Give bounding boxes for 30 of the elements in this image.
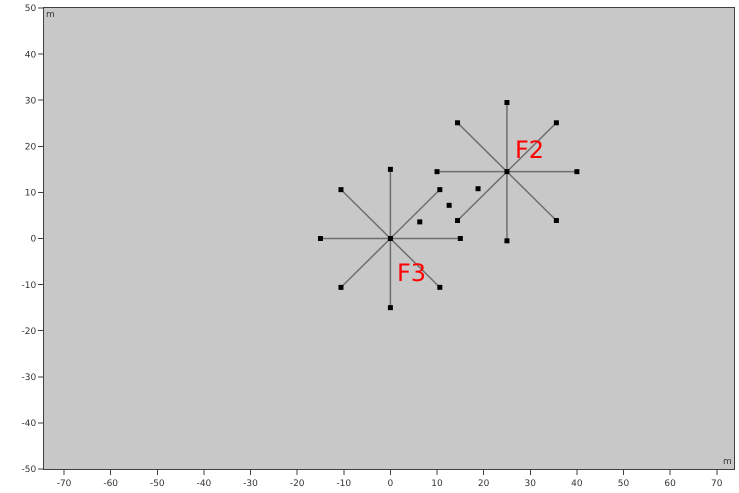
y-tick-label: -50 bbox=[21, 465, 36, 476]
y-tick-label: 30 bbox=[24, 96, 36, 106]
x-tick-label: 30 bbox=[524, 478, 536, 489]
x-tick-label: -70 bbox=[56, 478, 72, 489]
x-tick-label: 60 bbox=[664, 478, 676, 489]
x-tick-label: -10 bbox=[336, 478, 352, 489]
y-tick-label: 50 bbox=[24, 4, 36, 14]
y-tick-label: 20 bbox=[24, 142, 36, 152]
y-tick-label: -10 bbox=[21, 280, 36, 291]
y-tick-label: 40 bbox=[24, 50, 36, 60]
y-axis-title: m bbox=[46, 10, 55, 20]
y-tick-label: -20 bbox=[21, 326, 36, 337]
x-tick-label: -50 bbox=[150, 478, 165, 489]
annotation: F2 bbox=[515, 136, 544, 164]
x-tick-label: 20 bbox=[478, 478, 490, 489]
annotation: F3 bbox=[397, 259, 426, 287]
x-tick-label: 70 bbox=[711, 478, 723, 489]
x-tick-label: 40 bbox=[571, 478, 583, 489]
y-tick-label: -40 bbox=[21, 419, 36, 430]
x-tick-label: -60 bbox=[103, 478, 118, 489]
x-tick-label: 0 bbox=[388, 478, 394, 489]
x-tick-label: -20 bbox=[290, 478, 305, 489]
x-tick-label: -40 bbox=[196, 478, 212, 489]
x-tick-label: 50 bbox=[618, 478, 630, 489]
x-axis-title: m bbox=[723, 457, 732, 467]
y-tick-label: 0 bbox=[30, 234, 36, 245]
y-tick-label: -30 bbox=[21, 372, 36, 383]
x-tick-label: -30 bbox=[243, 478, 258, 489]
y-tick-label: 10 bbox=[24, 188, 36, 199]
x-tick-label: 10 bbox=[431, 478, 444, 489]
